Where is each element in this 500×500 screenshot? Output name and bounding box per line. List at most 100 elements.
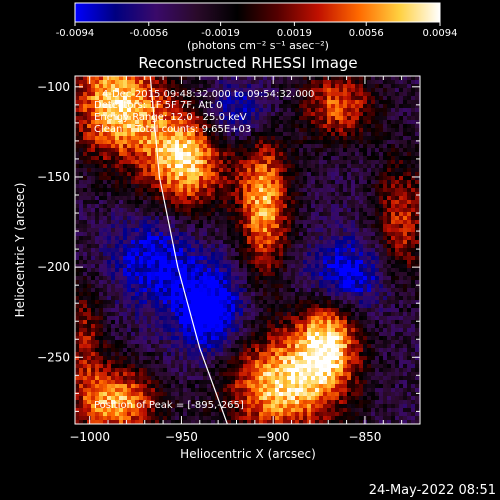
heatmap-cell bbox=[183, 288, 188, 293]
heatmap-cell bbox=[75, 260, 80, 265]
heatmap-cell bbox=[363, 96, 368, 101]
heatmap-cell bbox=[275, 180, 280, 185]
heatmap-cell bbox=[211, 232, 216, 237]
heatmap-cell bbox=[187, 244, 192, 249]
heatmap-cell bbox=[319, 148, 324, 153]
heatmap-cell bbox=[359, 260, 364, 265]
heatmap-cell bbox=[179, 268, 184, 273]
heatmap-cell bbox=[355, 80, 360, 85]
heatmap-cell bbox=[167, 244, 172, 249]
heatmap-cell bbox=[227, 100, 232, 105]
heatmap-cell bbox=[303, 272, 308, 277]
heatmap-cell bbox=[303, 212, 308, 217]
heatmap-cell bbox=[219, 192, 224, 197]
heatmap-cell bbox=[99, 128, 104, 133]
heatmap-cell bbox=[103, 124, 108, 129]
heatmap-cell bbox=[403, 96, 408, 101]
heatmap-cell bbox=[171, 292, 176, 297]
heatmap-cell bbox=[399, 300, 404, 305]
heatmap-cell bbox=[255, 104, 260, 109]
heatmap-cell bbox=[379, 280, 384, 285]
heatmap-cell bbox=[83, 120, 88, 125]
heatmap-cell bbox=[359, 184, 364, 189]
heatmap-cell bbox=[335, 252, 340, 257]
heatmap-cell bbox=[243, 264, 248, 269]
heatmap-cell bbox=[323, 136, 328, 141]
heatmap-cell bbox=[403, 132, 408, 137]
heatmap-cell bbox=[199, 268, 204, 273]
heatmap-cell bbox=[295, 232, 300, 237]
heatmap-cell bbox=[75, 128, 80, 133]
heatmap-cell bbox=[215, 180, 220, 185]
heatmap-cell bbox=[327, 136, 332, 141]
heatmap-cell bbox=[231, 284, 236, 289]
heatmap-cell bbox=[179, 88, 184, 93]
heatmap-cell bbox=[219, 76, 224, 81]
heatmap-cell bbox=[175, 268, 180, 273]
heatmap-cell bbox=[343, 300, 348, 305]
heatmap-cell bbox=[275, 288, 280, 293]
heatmap-cell bbox=[399, 192, 404, 197]
heatmap-cell bbox=[131, 124, 136, 129]
heatmap-cell bbox=[391, 252, 396, 257]
heatmap-cell bbox=[227, 236, 232, 241]
heatmap-cell bbox=[399, 228, 404, 233]
heatmap-cell bbox=[347, 252, 352, 257]
heatmap-cell bbox=[247, 264, 252, 269]
heatmap-cell bbox=[251, 232, 256, 237]
heatmap-cell bbox=[155, 192, 160, 197]
heatmap-cell bbox=[187, 120, 192, 125]
heatmap-cell bbox=[131, 84, 136, 89]
heatmap-cell bbox=[211, 136, 216, 141]
heatmap-cell bbox=[163, 292, 168, 297]
heatmap-cell bbox=[219, 260, 224, 265]
heatmap-cell bbox=[155, 212, 160, 217]
heatmap-cell bbox=[127, 124, 132, 129]
heatmap-cell bbox=[283, 152, 288, 157]
heatmap-cell bbox=[227, 144, 232, 149]
heatmap-cell bbox=[111, 228, 116, 233]
heatmap-cell bbox=[191, 100, 196, 105]
heatmap-cell bbox=[203, 168, 208, 173]
heatmap-cell bbox=[123, 248, 128, 253]
heatmap-cell bbox=[311, 152, 316, 157]
heatmap-cell bbox=[383, 252, 388, 257]
heatmap-cell bbox=[215, 192, 220, 197]
heatmap-cell bbox=[235, 272, 240, 277]
heatmap-cell bbox=[399, 144, 404, 149]
heatmap-cell bbox=[303, 296, 308, 301]
heatmap-cell bbox=[83, 76, 88, 81]
heatmap-cell bbox=[351, 264, 356, 269]
heatmap-cell bbox=[399, 252, 404, 257]
heatmap-cell bbox=[355, 168, 360, 173]
heatmap-cell bbox=[335, 76, 340, 81]
heatmap-cell bbox=[331, 156, 336, 161]
heatmap-cell bbox=[319, 100, 324, 105]
heatmap-cell bbox=[83, 192, 88, 197]
heatmap-cell bbox=[79, 200, 84, 205]
heatmap-cell bbox=[295, 292, 300, 297]
heatmap-cell bbox=[135, 284, 140, 289]
heatmap-cell bbox=[179, 180, 184, 185]
heatmap-cell bbox=[235, 252, 240, 257]
heatmap-cell bbox=[243, 168, 248, 173]
heatmap-cell bbox=[395, 180, 400, 185]
heatmap-cell bbox=[259, 240, 264, 245]
heatmap-cell bbox=[227, 272, 232, 277]
heatmap-cell bbox=[295, 188, 300, 193]
heatmap-cell bbox=[191, 248, 196, 253]
heatmap-cell bbox=[319, 168, 324, 173]
heatmap-cell bbox=[255, 204, 260, 209]
heatmap-cell bbox=[375, 220, 380, 225]
heatmap-cell bbox=[195, 120, 200, 125]
heatmap-cell bbox=[323, 108, 328, 113]
heatmap-cell bbox=[283, 296, 288, 301]
heatmap-cell bbox=[223, 204, 228, 209]
heatmap-cell bbox=[75, 288, 80, 293]
heatmap-cell bbox=[411, 88, 416, 93]
heatmap-cell bbox=[83, 128, 88, 133]
heatmap-cell bbox=[211, 240, 216, 245]
heatmap-cell bbox=[327, 104, 332, 109]
heatmap-cell bbox=[367, 188, 372, 193]
heatmap-cell bbox=[315, 236, 320, 241]
